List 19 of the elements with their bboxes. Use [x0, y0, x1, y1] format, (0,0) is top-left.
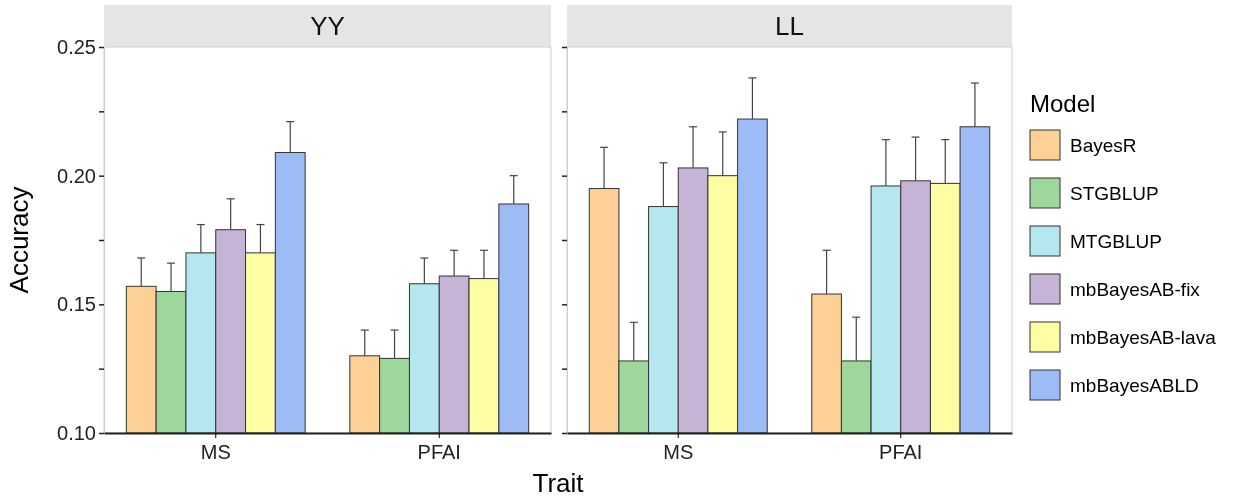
x-axis-title: Trait: [532, 468, 585, 497]
y-tick-label: 0.10: [57, 421, 96, 444]
legend-label: STGBLUP: [1070, 183, 1159, 204]
legend-label: mbBayesAB-lava: [1070, 327, 1217, 348]
y-axis-title: Accuracy: [4, 186, 34, 294]
legend-title: Model: [1030, 90, 1096, 117]
legend-label: MTGBLUP: [1070, 231, 1162, 252]
legend-label: mbBayesABLD: [1070, 375, 1199, 396]
chart-title: LL: [775, 11, 804, 41]
y-tick-label: 0.15: [57, 293, 96, 316]
legend-label: BayesR: [1070, 135, 1137, 156]
y-tick-label: 0.25: [57, 35, 96, 58]
x-tick-label: PFAI: [879, 441, 923, 463]
chart-title: YY: [310, 11, 345, 41]
legend-label: mbBayesAB-fix: [1070, 279, 1201, 300]
y-tick-label: 0.20: [57, 164, 96, 187]
x-tick-label: MS: [200, 441, 231, 463]
x-tick-label: MS: [663, 441, 694, 463]
x-tick-label: PFAI: [417, 441, 461, 463]
